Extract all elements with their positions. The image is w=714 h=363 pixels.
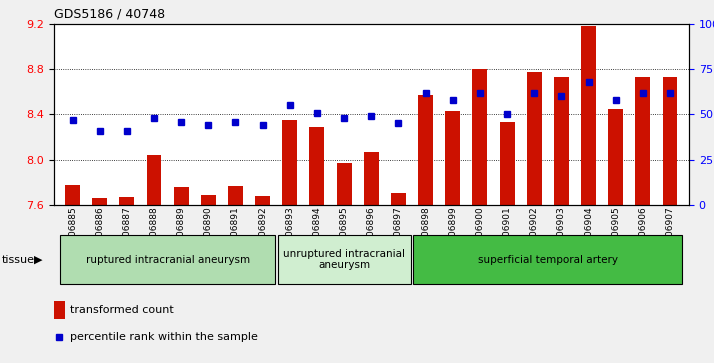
Text: GSM1306899: GSM1306899 <box>448 207 457 267</box>
Text: GSM1306896: GSM1306896 <box>367 207 376 267</box>
FancyBboxPatch shape <box>278 235 411 284</box>
Text: GSM1306891: GSM1306891 <box>231 207 240 267</box>
Text: GSM1306889: GSM1306889 <box>176 207 186 267</box>
Text: GDS5186 / 40748: GDS5186 / 40748 <box>54 7 165 20</box>
Text: GSM1306887: GSM1306887 <box>122 207 131 267</box>
Text: GSM1306900: GSM1306900 <box>476 207 484 267</box>
Text: unruptured intracranial
aneurysm: unruptured intracranial aneurysm <box>283 249 405 270</box>
Bar <box>635 77 650 205</box>
Text: tissue: tissue <box>1 254 34 265</box>
Bar <box>364 152 378 205</box>
Text: GSM1306904: GSM1306904 <box>584 207 593 267</box>
Bar <box>119 197 134 205</box>
Text: GSM1306903: GSM1306903 <box>557 207 566 267</box>
Text: GSM1306895: GSM1306895 <box>340 207 348 267</box>
Text: GSM1306901: GSM1306901 <box>503 207 511 267</box>
Bar <box>65 185 80 205</box>
Bar <box>446 111 461 205</box>
Bar <box>337 163 351 205</box>
FancyBboxPatch shape <box>413 235 682 284</box>
Bar <box>473 69 488 205</box>
Text: superficial temporal artery: superficial temporal artery <box>478 254 618 265</box>
Text: GSM1306890: GSM1306890 <box>203 207 213 267</box>
Bar <box>174 187 188 205</box>
Bar <box>500 122 515 205</box>
Bar <box>663 77 678 205</box>
Text: GSM1306902: GSM1306902 <box>530 207 539 267</box>
Bar <box>146 155 161 205</box>
Bar <box>201 195 216 205</box>
Text: GSM1306907: GSM1306907 <box>665 207 675 267</box>
Text: GSM1306892: GSM1306892 <box>258 207 267 267</box>
Text: ruptured intracranial aneurysm: ruptured intracranial aneurysm <box>86 254 250 265</box>
Bar <box>282 120 297 205</box>
Bar <box>391 193 406 205</box>
Bar <box>418 95 433 205</box>
Text: GSM1306905: GSM1306905 <box>611 207 620 267</box>
Bar <box>554 77 569 205</box>
Text: GSM1306894: GSM1306894 <box>313 207 321 267</box>
Bar <box>54 301 64 319</box>
Bar <box>581 26 596 205</box>
Bar <box>527 72 542 205</box>
FancyBboxPatch shape <box>61 235 275 284</box>
Bar <box>255 196 270 205</box>
Bar <box>309 127 324 205</box>
Text: GSM1306906: GSM1306906 <box>638 207 648 267</box>
Bar <box>608 109 623 205</box>
Text: GSM1306893: GSM1306893 <box>286 207 294 267</box>
Bar <box>228 186 243 205</box>
Text: percentile rank within the sample: percentile rank within the sample <box>70 332 258 342</box>
Text: GSM1306886: GSM1306886 <box>95 207 104 267</box>
Text: GSM1306888: GSM1306888 <box>149 207 159 267</box>
Text: GSM1306897: GSM1306897 <box>394 207 403 267</box>
Text: GSM1306898: GSM1306898 <box>421 207 430 267</box>
Text: ▶: ▶ <box>34 254 43 265</box>
Bar <box>92 198 107 205</box>
Text: GSM1306885: GSM1306885 <box>68 207 77 267</box>
Text: transformed count: transformed count <box>70 305 174 315</box>
